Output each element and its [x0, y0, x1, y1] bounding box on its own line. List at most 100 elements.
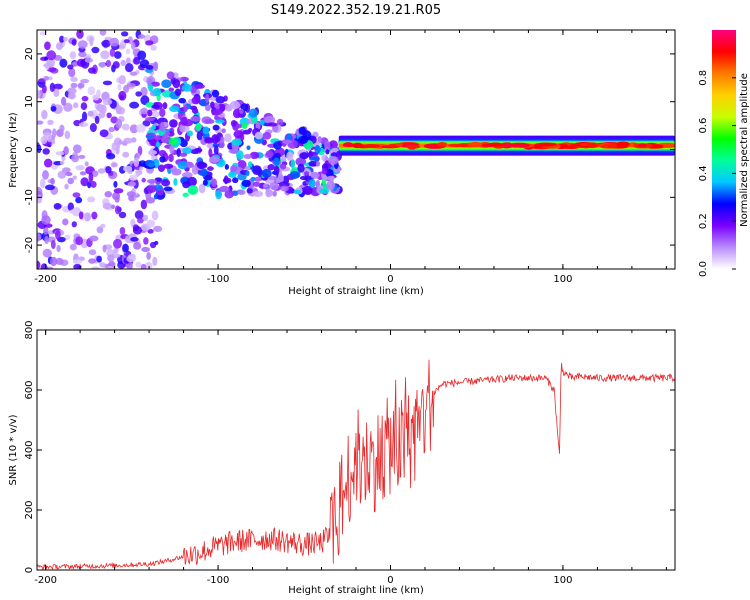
spectrogram-band-peak	[362, 144, 379, 149]
spectrogram-cell	[245, 170, 250, 177]
colorbar-tick-label: 0.8	[698, 70, 709, 86]
spectrogram-cell	[224, 133, 232, 143]
spectrogram-cell	[65, 172, 73, 177]
colorbar-tick-label: 0.0	[698, 261, 709, 277]
spectrogram-cell	[207, 166, 214, 171]
spectrogram-cell	[137, 217, 144, 224]
spectrogram-cell	[57, 170, 67, 179]
spectrogram-cell	[102, 98, 113, 106]
spectrogram-band-peak	[437, 142, 448, 147]
spectrogram-cell	[132, 225, 143, 235]
spectrogram-cell	[52, 128, 57, 138]
colorbar-tick-label: 0.4	[698, 165, 709, 181]
snr-y-tick-label: 200	[24, 500, 35, 519]
spectrogram-cell	[286, 151, 294, 162]
spectrogram-cell	[49, 256, 58, 267]
spectrogram-cell	[182, 181, 191, 189]
spectrogram-cell	[126, 169, 133, 174]
spectrogram-cell	[134, 210, 144, 220]
spectrogram-y-tick-label: 10	[24, 95, 35, 108]
spectrogram-cell	[308, 150, 313, 159]
spectrogram-cell	[96, 255, 102, 263]
spectrogram-cell	[43, 226, 49, 235]
spectrogram-cell	[153, 61, 159, 72]
spectrogram-cell	[123, 39, 130, 44]
snr-x-label: Height of straight line (km)	[288, 585, 424, 596]
spectrogram-cell	[112, 61, 120, 69]
spectrogram-cell	[72, 175, 77, 180]
spectrogram-y-label: Frequency (Hz)	[8, 112, 19, 188]
spectrogram-cell	[42, 148, 50, 155]
spectrogram-cell	[59, 124, 65, 133]
spectrogram-cell	[147, 228, 154, 234]
spectrogram-band-peak	[352, 142, 363, 149]
spectrogram-cell	[91, 170, 99, 177]
spectrogram-cell	[236, 150, 244, 160]
spectrogram-cell	[114, 205, 121, 215]
spectrogram-cell	[143, 237, 149, 245]
spectrogram-cell	[125, 48, 131, 55]
spectrogram-cell	[230, 165, 238, 172]
spectrogram-cell	[252, 190, 264, 198]
spectrogram-cell	[315, 161, 321, 167]
spectrogram-cell	[68, 67, 76, 78]
spectrogram-cell	[113, 188, 124, 194]
spectrogram-cell	[152, 256, 158, 267]
spectrogram-cell	[262, 131, 272, 140]
spectrogram-cell	[269, 182, 279, 191]
spectrogram-cell	[97, 168, 106, 174]
spectrogram-cell	[44, 41, 51, 51]
spectrogram-cell	[99, 262, 107, 268]
spectrogram-cell	[263, 183, 268, 188]
spectrogram-cell	[159, 156, 166, 163]
spectrogram-cell	[161, 179, 171, 187]
spectrogram-cell	[168, 137, 179, 146]
spectrogram-cell	[142, 120, 151, 127]
spectrogram-cell	[308, 178, 316, 188]
spectrogram-cell	[77, 40, 88, 49]
spectrogram-cell	[117, 83, 122, 91]
colorbar-tick-label: 0.6	[698, 118, 709, 134]
spectrogram-cell	[46, 50, 57, 61]
spectrogram-cell	[159, 121, 165, 132]
spectrogram-cell	[261, 168, 272, 178]
spectrogram-cell	[55, 229, 61, 240]
spectrogram-cell	[50, 177, 55, 185]
spectrogram-cell	[106, 112, 112, 119]
spectrogram-cell	[250, 176, 256, 182]
spectrogram-cell	[123, 84, 130, 93]
spectrogram-cell	[81, 95, 89, 102]
spectrogram-cell	[69, 209, 79, 215]
spectrogram-cell	[102, 202, 113, 210]
spectrogram-x-label: Height of straight line (km)	[288, 286, 424, 297]
spectrogram-cell	[67, 177, 74, 185]
spectrogram-cell	[181, 171, 193, 178]
spectrogram-cell	[62, 218, 69, 226]
spectrogram-cell	[61, 96, 67, 106]
spectrogram-cell	[224, 190, 234, 199]
spectrogram-cell	[67, 92, 76, 100]
spectrogram-cell	[299, 152, 309, 160]
spectrogram-cell	[101, 39, 111, 48]
spectrogram-cell	[191, 107, 199, 114]
spectrogram-cell	[147, 109, 153, 117]
spectrogram-cell	[102, 244, 107, 253]
spectrogram-cell	[179, 124, 186, 133]
spectrogram-band-peak	[608, 143, 618, 149]
spectrogram-band-peak	[534, 142, 557, 147]
spectrogram-cell	[72, 259, 83, 265]
spectrogram-cell	[324, 140, 331, 151]
spectrogram-cell	[135, 91, 142, 97]
spectrogram-cell	[211, 108, 223, 116]
spectrogram-cell	[62, 36, 68, 42]
spectrogram-cell	[213, 145, 219, 156]
spectrogram-cell	[168, 153, 174, 163]
spectrogram-cell	[204, 118, 215, 124]
spectrogram-cell	[118, 211, 127, 219]
spectrogram-cell	[104, 191, 113, 198]
spectrogram-cell	[186, 162, 194, 169]
spectrogram-cell	[80, 102, 88, 111]
spectrogram-cell	[205, 104, 211, 112]
spectrogram-cell	[252, 165, 262, 176]
spectrogram-cell	[50, 106, 57, 112]
